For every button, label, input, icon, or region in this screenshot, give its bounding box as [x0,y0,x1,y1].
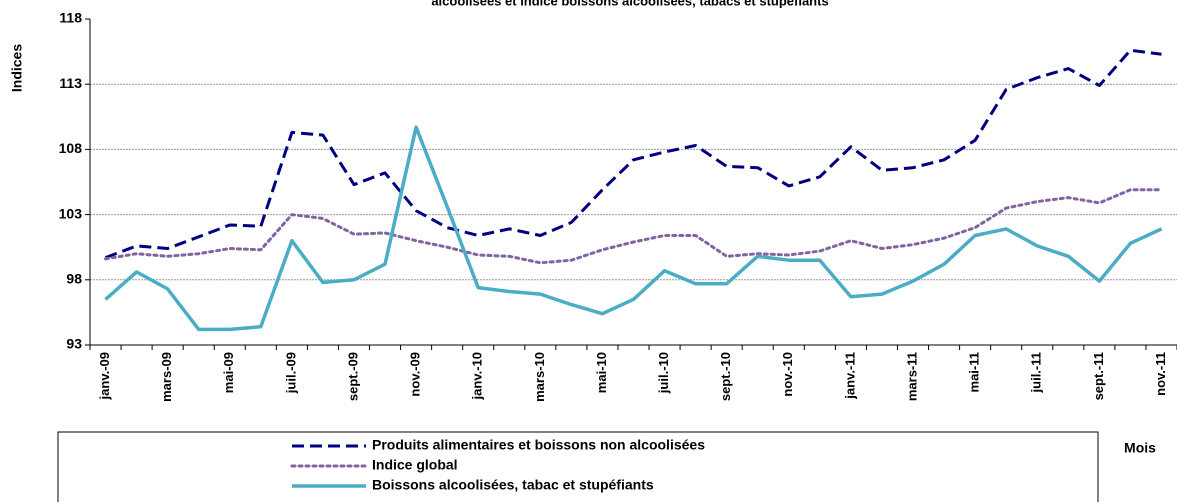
y-tick-label: 93 [66,336,82,352]
x-tick-label: mars-09 [159,352,174,402]
x-tick-label: mai-11 [967,352,982,392]
x-tick-label: juil.-09 [283,352,298,394]
x-tick-label: juil.-11 [1029,352,1044,393]
legend-label: Produits alimentaires et boissons non al… [372,437,705,453]
x-tick-label: janv.-10 [470,352,485,400]
x-tick-label: sept.-10 [718,352,733,401]
x-tick-label: mai-09 [221,352,236,393]
x-tick-label: nov.-11 [1153,352,1168,396]
x-tick-label: mai-10 [594,352,609,393]
legend-box [57,431,1099,502]
y-tick-label: 103 [59,205,83,221]
x-axis-label: Mois [1124,440,1156,456]
x-tick-label: nov.-10 [780,352,795,397]
y-tick-label: 108 [59,140,83,156]
x-tick-label: janv.-09 [97,352,112,400]
legend-label: Indice global [372,457,458,473]
x-tick-label: janv.-11 [842,352,857,400]
x-tick-label: sept.-11 [1091,352,1106,400]
x-tick-label: juil.-10 [656,352,671,394]
x-tick-label: mars-11 [904,352,919,401]
y-axis-label: Indices [9,44,25,92]
x-tick-label: nov.-09 [408,352,423,397]
x-tick-label: sept.-09 [345,352,360,401]
chart-title: alcoolisées et indice boissons alcoolisé… [431,0,828,8]
series-line [104,48,1162,260]
series-line [104,125,1163,332]
x-tick-label: mars-10 [532,352,547,402]
y-tick-label: 118 [59,10,82,26]
legend-label: Boissons alcoolisées, tabac et stupéfian… [372,477,654,493]
series-line [104,188,1163,265]
y-tick-label: 113 [59,75,82,91]
y-tick-label: 98 [66,271,82,287]
